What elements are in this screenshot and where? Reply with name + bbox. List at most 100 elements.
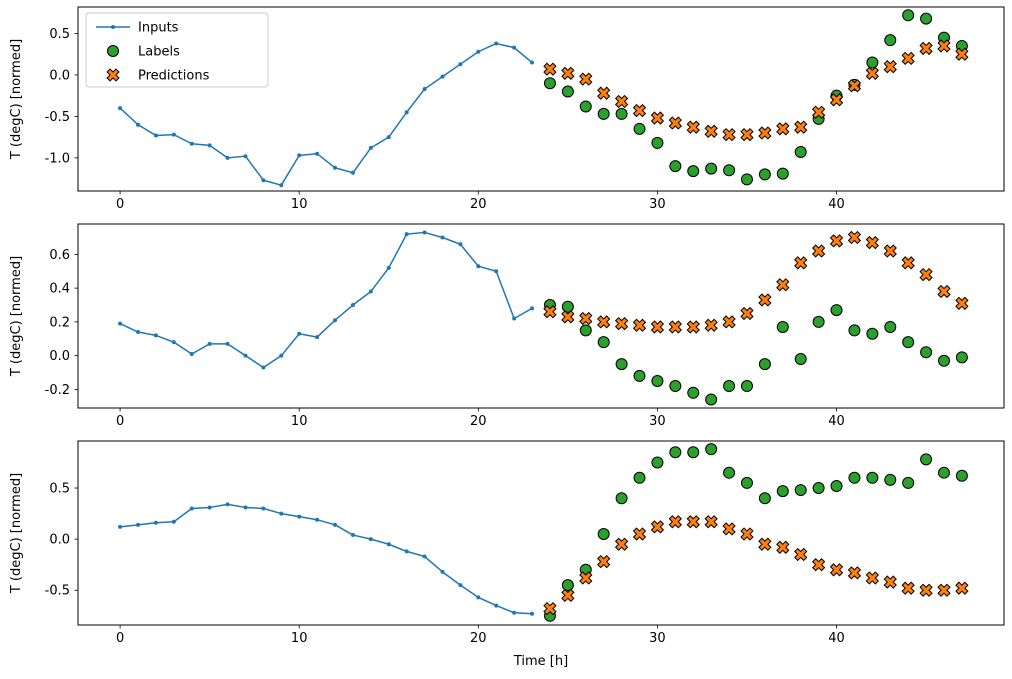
prediction-point — [794, 120, 808, 134]
input-point — [118, 106, 123, 111]
input-point — [171, 132, 176, 137]
legend-item-labels: Labels — [107, 45, 180, 60]
label-point — [579, 324, 592, 337]
inputs-series — [118, 41, 535, 188]
label-point — [651, 136, 664, 149]
input-point — [279, 353, 284, 358]
label-point — [597, 107, 610, 120]
y-tick-label: 0.2 — [49, 315, 70, 330]
input-point — [530, 60, 535, 65]
input-point — [261, 178, 266, 183]
label-point — [723, 466, 736, 479]
input-point — [440, 74, 445, 79]
label-point — [740, 380, 753, 393]
y-tick-label: 0.5 — [49, 27, 70, 42]
input-point — [136, 122, 141, 127]
label-point — [920, 346, 933, 359]
legend-label: Inputs — [138, 21, 179, 36]
label-point — [812, 315, 825, 328]
label-point — [687, 446, 700, 459]
label-point — [884, 320, 897, 333]
axes-frame — [77, 440, 1005, 626]
prediction-point — [704, 318, 718, 332]
label-point — [561, 300, 574, 313]
inputs-line — [119, 42, 533, 186]
input-point — [171, 519, 176, 524]
prediction-point — [865, 66, 880, 80]
label-point — [615, 358, 628, 371]
legend-label: Labels — [138, 45, 180, 60]
y-tick-label: 0.0 — [49, 68, 70, 83]
input-point — [333, 522, 338, 527]
label-point — [812, 482, 825, 495]
prediction-point — [811, 105, 826, 119]
prediction-point — [883, 575, 897, 589]
y-tick-label: 0.4 — [49, 282, 70, 297]
input-point — [494, 603, 499, 608]
prediction-point — [865, 571, 880, 585]
label-point — [561, 579, 574, 592]
label-point — [633, 369, 646, 382]
input-point — [261, 365, 266, 370]
prediction-point — [704, 515, 718, 529]
prediction-point — [632, 318, 647, 332]
label-point — [955, 469, 968, 482]
label-point — [758, 358, 771, 371]
prediction-point — [722, 522, 736, 536]
input-point — [458, 62, 463, 67]
prediction-point — [883, 60, 897, 74]
y-axis-label: T (degC) [normed] — [9, 473, 24, 594]
prediction-point — [865, 235, 880, 250]
subplot-1: 0 10 20 30 40 0.5 0.0 -0.5 -1.0 T (degC) [normed] — [9, 6, 1005, 212]
input-point — [279, 183, 284, 188]
label-point — [884, 34, 897, 47]
prediction-point — [579, 72, 593, 86]
input-point — [207, 143, 212, 148]
label-point — [669, 160, 682, 173]
prediction-point — [722, 127, 736, 142]
label-point — [902, 336, 915, 349]
label-point — [937, 466, 950, 479]
prediction-point — [811, 244, 826, 258]
legend-label: Predictions — [138, 69, 210, 84]
y-tick-label: -0.5 — [45, 584, 70, 599]
prediction-point — [650, 520, 665, 534]
input-point — [422, 230, 427, 235]
prediction-point — [632, 103, 647, 118]
inputs-series — [118, 230, 535, 370]
y-axis-label: T (degC) [normed] — [9, 39, 24, 160]
prediction-point — [776, 122, 790, 136]
prediction-point — [614, 94, 629, 109]
prediction-point — [722, 315, 736, 329]
input-point — [422, 87, 427, 92]
label-point — [669, 380, 682, 393]
prediction-point — [650, 320, 665, 334]
prediction-point — [829, 234, 844, 248]
input-point — [261, 506, 266, 511]
prediction-point — [955, 47, 969, 61]
input-point — [315, 517, 320, 522]
label-point — [866, 327, 879, 340]
prediction-point — [686, 320, 700, 334]
input-point — [153, 520, 158, 525]
prediction-point — [668, 515, 682, 529]
labels-series — [543, 443, 968, 622]
prediction-point — [686, 515, 700, 529]
prediction-point — [668, 320, 682, 334]
prediction-point — [883, 244, 897, 258]
label-point — [830, 304, 843, 317]
input-point — [440, 569, 445, 574]
label-point — [884, 473, 897, 486]
label-point — [902, 476, 915, 489]
prediction-point — [847, 230, 862, 245]
label-point — [561, 85, 574, 98]
input-point — [404, 549, 409, 554]
legend-item-predictions: Predictions — [106, 68, 210, 84]
input-point — [243, 353, 248, 358]
prediction-point — [668, 116, 682, 130]
x-tick-label: 20 — [470, 197, 487, 212]
prediction-point — [794, 547, 808, 562]
prediction-point — [597, 554, 611, 569]
x-axis-label: Time [h] — [513, 654, 568, 669]
